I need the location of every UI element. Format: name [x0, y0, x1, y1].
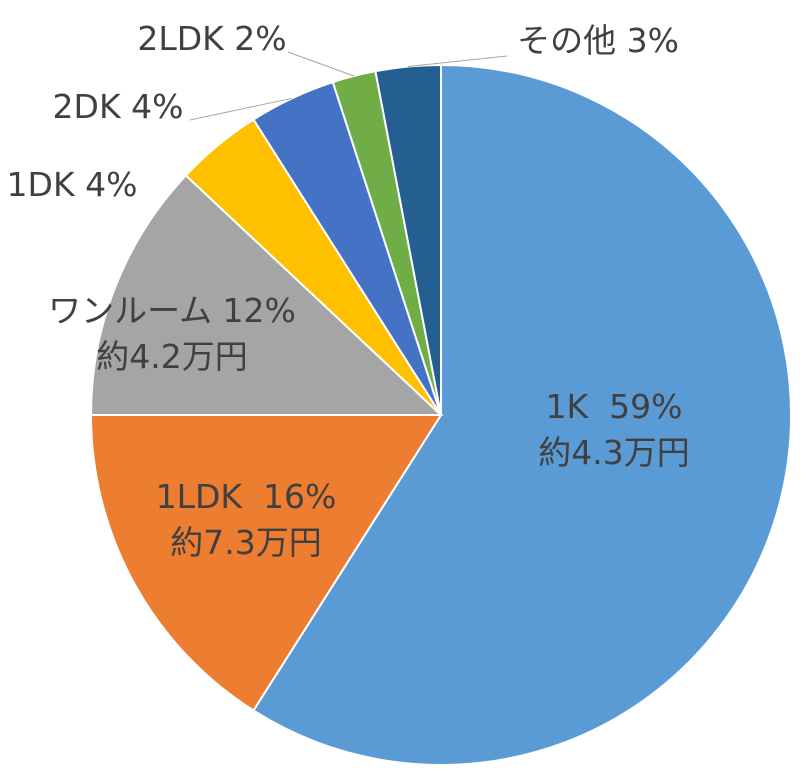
slice-price: 約4.2万円: [96, 337, 247, 376]
slice-price: 約7.3万円: [170, 523, 321, 562]
slice-name-percent: ワンルーム 12%: [48, 291, 296, 330]
leader-line-2ldk: [287, 51, 355, 77]
leader-lines-layer: [189, 51, 508, 121]
pie-slice-one-room: [89, 173, 444, 416]
leader-line-2dk: [189, 97, 293, 121]
slice-label-one-room: ワンルーム 12% 約4.2万円: [48, 291, 296, 376]
slices-layer: [89, 63, 792, 766]
slice-label-2ldk: 2LDK 2%: [137, 19, 286, 58]
slice-name-percent: 1DK 4%: [7, 165, 138, 204]
slice-name-percent: 2DK 4%: [53, 87, 184, 126]
pie-slice-1k: [252, 63, 792, 766]
slice-label-other: その他 3%: [517, 21, 679, 60]
slice-label-1ldk: 1LDK 16% 約7.3万円: [156, 477, 337, 562]
slice-name-percent: 1K 59%: [546, 387, 683, 426]
slice-name-percent: 2LDK 2%: [137, 19, 286, 58]
slice-name-percent: 1LDK 16%: [156, 477, 337, 516]
leader-line-other: [408, 55, 508, 68]
slice-label-1dk: 1DK 4%: [7, 165, 138, 204]
labels-layer: 1K 59% 約4.3万円 1LDK 16% 約7.3万円 ワンルーム 12% 約4.2万…: [7, 19, 690, 562]
slice-label-2dk: 2DK 4%: [53, 87, 184, 126]
slice-price: 約4.3万円: [538, 433, 689, 472]
slice-name-percent: その他 3%: [517, 21, 679, 60]
slice-label-1k: 1K 59% 約4.3万円: [538, 387, 689, 472]
pie-slice-other: [374, 63, 442, 416]
pie-slice-1ldk: [89, 414, 443, 712]
